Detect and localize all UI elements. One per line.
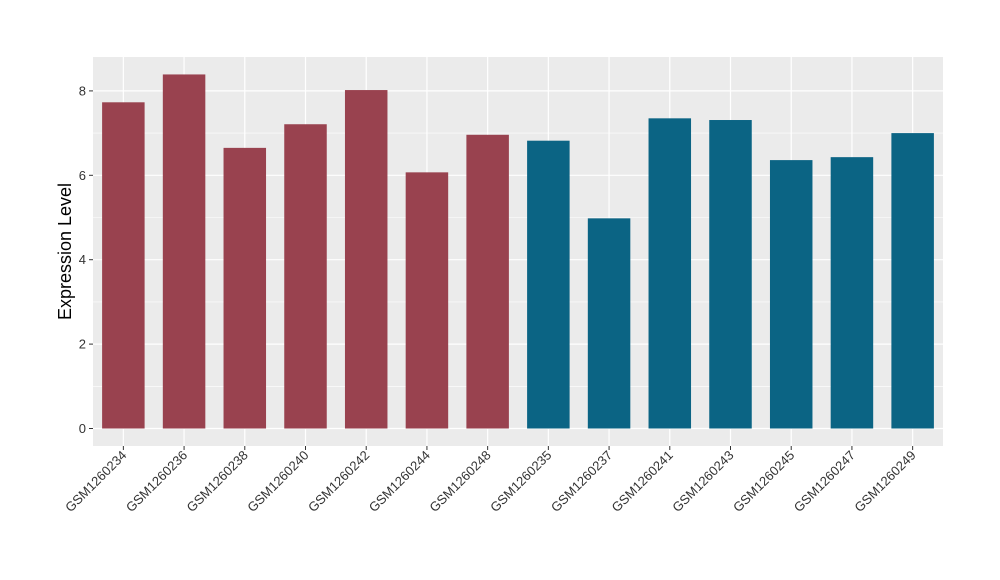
y-tick-label: 8 bbox=[79, 83, 86, 98]
x-tick-label: GSM1260236 bbox=[123, 448, 190, 515]
x-tick-label: GSM1260242 bbox=[305, 448, 372, 515]
bar-GSM1260247 bbox=[830, 157, 874, 429]
x-tick-label: GSM1260244 bbox=[366, 448, 433, 515]
bar-GSM1260241 bbox=[648, 118, 692, 429]
bar-GSM1260243 bbox=[709, 120, 752, 429]
bar-GSM1260242 bbox=[344, 90, 388, 429]
x-tick-label: GSM1260243 bbox=[669, 448, 736, 515]
x-tick-label: GSM1260248 bbox=[426, 448, 493, 515]
y-tick-label: 6 bbox=[79, 168, 86, 183]
plot-panel bbox=[93, 57, 943, 446]
x-tick-label: GSM1260237 bbox=[548, 448, 615, 515]
bar-GSM1260244 bbox=[405, 172, 449, 429]
x-tick-label: GSM1260234 bbox=[62, 448, 129, 515]
bar-GSM1260248 bbox=[466, 134, 509, 429]
x-tick-label: GSM1260238 bbox=[184, 448, 251, 515]
bar-GSM1260245 bbox=[769, 160, 813, 429]
x-tick-label: GSM1260241 bbox=[609, 448, 676, 515]
y-tick-label: 4 bbox=[79, 252, 86, 267]
bar-GSM1260238 bbox=[223, 147, 267, 429]
y-tick-label: 0 bbox=[79, 421, 86, 436]
x-tick-label: GSM1260247 bbox=[791, 448, 858, 515]
x-tick-label: GSM1260235 bbox=[487, 448, 554, 515]
bar-GSM1260235 bbox=[527, 140, 570, 429]
x-tick-label: GSM1260245 bbox=[730, 448, 797, 515]
bar-GSM1260237 bbox=[587, 218, 631, 429]
bar-GSM1260249 bbox=[891, 133, 934, 429]
bar-GSM1260234 bbox=[102, 102, 145, 429]
bar-GSM1260240 bbox=[284, 124, 327, 429]
y-tick-label: 2 bbox=[79, 337, 86, 352]
x-tick-label: GSM1260240 bbox=[244, 448, 311, 515]
y-axis: 0 2 4 6 8 bbox=[79, 83, 93, 436]
y-axis-title: Expression Level bbox=[55, 183, 75, 320]
x-axis: GSM1260234GSM1260236GSM1260238GSM1260240… bbox=[62, 446, 919, 515]
bars bbox=[102, 74, 934, 429]
x-tick-label: GSM1260249 bbox=[851, 448, 918, 515]
bar-GSM1260236 bbox=[162, 74, 206, 429]
